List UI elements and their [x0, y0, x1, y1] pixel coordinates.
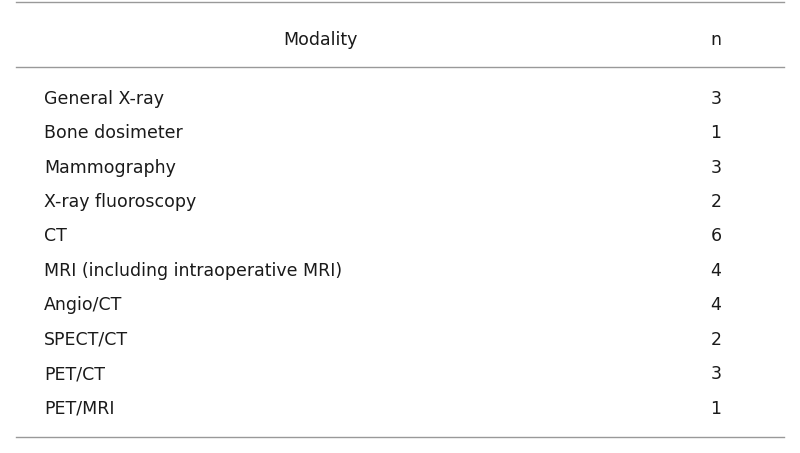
Text: n: n: [710, 31, 722, 49]
Text: 6: 6: [710, 227, 722, 246]
Text: 1: 1: [710, 400, 722, 418]
Text: 3: 3: [710, 159, 722, 177]
Text: Bone dosimeter: Bone dosimeter: [44, 124, 182, 142]
Text: Angio/CT: Angio/CT: [44, 296, 122, 314]
Text: Mammography: Mammography: [44, 159, 176, 177]
Text: 3: 3: [710, 90, 722, 108]
Text: 4: 4: [710, 296, 722, 314]
Text: CT: CT: [44, 227, 67, 246]
Text: MRI (including intraoperative MRI): MRI (including intraoperative MRI): [44, 262, 342, 280]
Text: SPECT/CT: SPECT/CT: [44, 331, 128, 349]
Text: PET/CT: PET/CT: [44, 365, 105, 383]
Text: Modality: Modality: [283, 31, 357, 49]
Text: 4: 4: [710, 262, 722, 280]
Text: 3: 3: [710, 365, 722, 383]
Text: 2: 2: [710, 193, 722, 211]
Text: 1: 1: [710, 124, 722, 142]
Text: 2: 2: [710, 331, 722, 349]
Text: General X-ray: General X-ray: [44, 90, 164, 108]
Text: X-ray fluoroscopy: X-ray fluoroscopy: [44, 193, 196, 211]
Text: PET/MRI: PET/MRI: [44, 400, 114, 418]
